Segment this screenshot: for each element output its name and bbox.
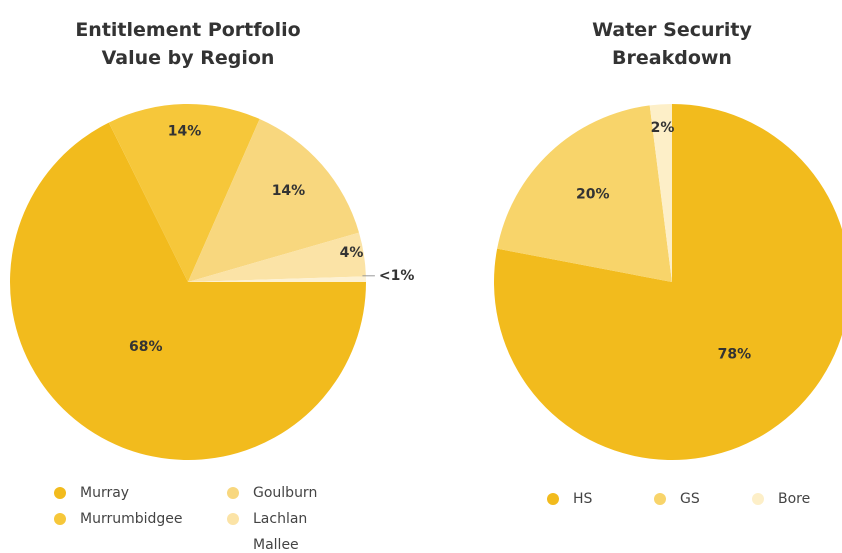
data-label: 2% xyxy=(651,120,675,136)
legend-swatch xyxy=(54,513,66,525)
data-label: 14% xyxy=(272,183,306,199)
legend-label: HS xyxy=(573,491,593,507)
legend-swatch xyxy=(547,493,559,505)
data-label: 14% xyxy=(168,123,202,139)
pie-slice xyxy=(497,105,672,282)
legend-label: GS xyxy=(680,491,700,507)
legend-label: Mallee xyxy=(253,537,299,553)
data-label: <1% xyxy=(379,268,415,284)
legend-swatch xyxy=(752,493,764,505)
legend-swatch xyxy=(654,493,666,505)
data-label: 20% xyxy=(576,187,610,203)
legend-label: Goulburn xyxy=(253,485,318,501)
pie-slice xyxy=(188,232,366,282)
legend-label: Murray xyxy=(80,485,130,501)
pie-slice xyxy=(188,276,366,282)
legend-swatch xyxy=(54,487,66,499)
pie-slice xyxy=(649,104,672,282)
data-label: 4% xyxy=(340,245,364,261)
data-label: 78% xyxy=(718,346,752,362)
legend-swatch xyxy=(227,513,239,525)
legend-label: Murrumbidgee xyxy=(80,511,183,527)
pie-slice xyxy=(494,104,842,460)
legend-swatch xyxy=(227,487,239,499)
pie-slice xyxy=(188,119,360,282)
data-label: 68% xyxy=(129,339,163,355)
chart-title: Entitlement Portfolio Value by Region xyxy=(75,19,301,69)
pie-slice xyxy=(108,104,260,282)
legend-label: Bore xyxy=(778,491,811,507)
chart-title: Water Security Breakdown xyxy=(592,19,752,69)
pie-slice xyxy=(9,122,366,461)
legend-label: Lachlan xyxy=(253,511,308,527)
